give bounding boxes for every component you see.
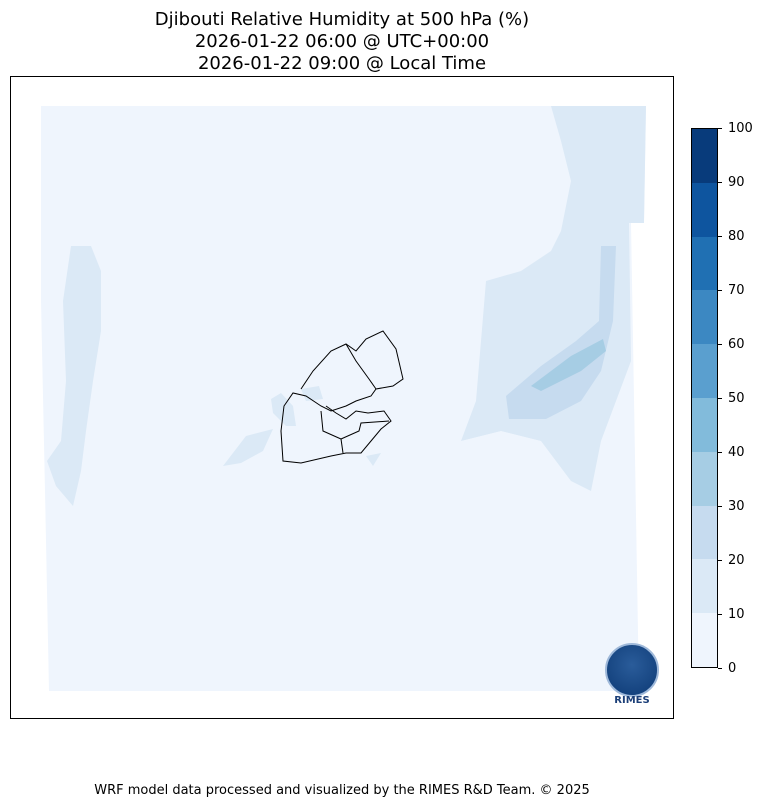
colorbar-tick-label: 70 <box>718 283 745 298</box>
colorbar-tick-label: 30 <box>718 499 745 514</box>
field-0-10 <box>41 106 646 691</box>
colorbar-level-9 <box>692 129 717 183</box>
field-10-20-ne <box>461 106 646 491</box>
logo-emblem <box>605 643 659 697</box>
colorbar-level-1 <box>692 559 717 614</box>
colorbar-level-8 <box>692 182 717 237</box>
footer-credit: WRF model data processed and visualized … <box>94 783 590 798</box>
field-10-20-center <box>223 386 381 466</box>
colorbar-tick-label: 40 <box>718 445 745 460</box>
colorbar-tick-label: 80 <box>718 229 745 244</box>
colorbar-level-4 <box>692 398 717 452</box>
country-borders <box>280 330 404 464</box>
rimes-logo: RIMES <box>603 643 661 706</box>
field-30-40 <box>531 339 606 391</box>
colorbar-level-2 <box>692 505 717 560</box>
colorbar-level-3 <box>692 451 717 506</box>
logo-text: RIMES <box>614 695 650 706</box>
colorbar-tick-label: 20 <box>718 553 745 568</box>
colorbar <box>691 128 718 668</box>
colorbar-tick-label: 60 <box>718 337 745 352</box>
map-frame: RIMES <box>10 76 674 719</box>
colorbar-level-0 <box>692 613 717 667</box>
field-20-30 <box>506 246 616 419</box>
chart-subtitle-local: 2026-01-22 09:00 @ Local Time <box>197 53 487 74</box>
chart-subtitle-utc: 2026-01-22 06:00 @ UTC+00:00 <box>194 31 490 52</box>
colorbar-level-7 <box>692 236 717 291</box>
colorbar-tick-label: 50 <box>718 391 745 406</box>
colorbar-tick-label: 100 <box>718 121 753 136</box>
colorbar-level-5 <box>692 344 717 399</box>
colorbar-tick-label: 0 <box>718 661 736 676</box>
chart-title: Djibouti Relative Humidity at 500 hPa (%… <box>154 9 530 30</box>
colorbar-tick-label: 10 <box>718 607 745 622</box>
colorbar-tick-label: 90 <box>718 175 745 190</box>
humidity-map <box>41 106 646 691</box>
field-10-20-west <box>47 246 101 506</box>
colorbar-level-6 <box>692 290 717 345</box>
